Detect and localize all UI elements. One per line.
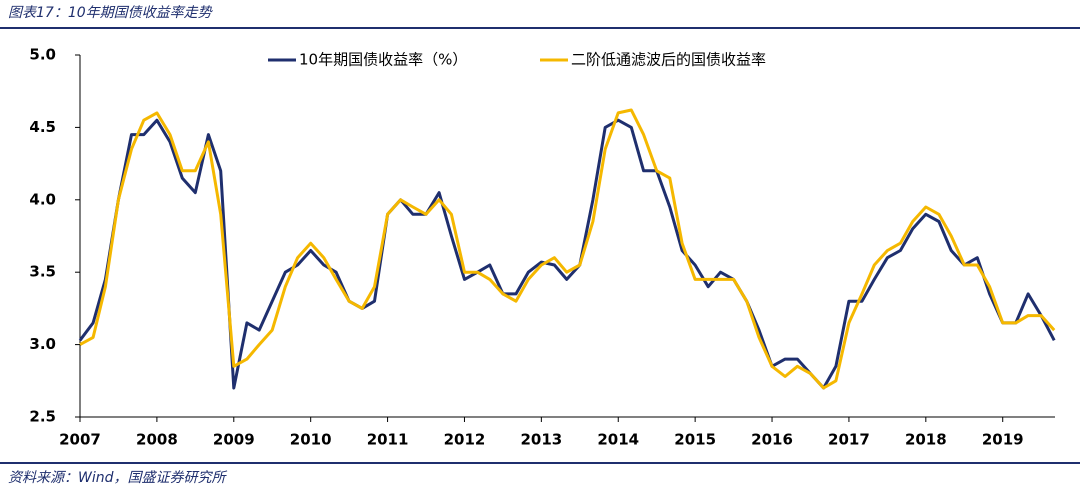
- x-tick-label: 2011: [367, 431, 409, 449]
- x-tick-label: 2013: [520, 431, 562, 449]
- y-tick-label: 5.0: [29, 46, 56, 64]
- y-tick-label: 3.0: [29, 335, 56, 353]
- x-tick-label: 2017: [828, 431, 870, 449]
- y-tick-label: 4.0: [29, 190, 56, 208]
- y-tick-label: 2.5: [29, 408, 56, 426]
- x-tick-label: 2009: [213, 431, 255, 449]
- source-note: 资料来源：Wind，国盛证券研究所: [8, 470, 227, 486]
- x-tick-label: 2019: [982, 431, 1024, 449]
- legend-label: 10年期国债收益率（%）: [299, 51, 467, 69]
- series-line: [79, 108, 1056, 390]
- x-tick-label: 2014: [597, 431, 639, 449]
- x-tick-label: 2012: [444, 431, 486, 449]
- x-tick-label: 2008: [136, 431, 178, 449]
- x-tick-label: 2015: [674, 431, 716, 449]
- x-tick-label: 2010: [290, 431, 332, 449]
- y-tick-label: 4.5: [29, 118, 56, 136]
- series-line: [78, 118, 1056, 390]
- figure-title: 图表17：10年期国债收益率走势: [8, 5, 214, 21]
- x-tick-label: 2007: [59, 431, 101, 449]
- x-tick-label: 2016: [751, 431, 793, 449]
- y-tick-label: 3.5: [29, 263, 56, 281]
- legend-label: 二阶低通滤波后的国债收益率: [571, 51, 766, 69]
- x-tick-label: 2018: [905, 431, 947, 449]
